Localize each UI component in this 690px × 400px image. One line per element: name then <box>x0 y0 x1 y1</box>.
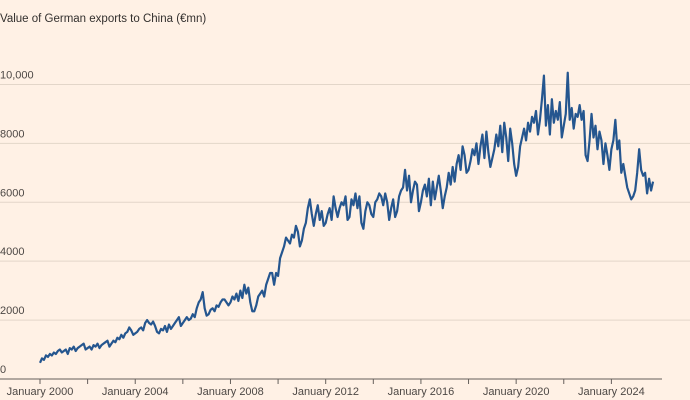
x-tick-label: January 2024 <box>578 386 645 398</box>
x-tick-label: January 2020 <box>483 386 550 398</box>
y-tick-label: 10,000 <box>0 69 34 81</box>
chart-title: Value of German exports to China (€mn) <box>0 13 206 25</box>
data-line <box>38 71 655 364</box>
y-tick-label: 6000 <box>0 187 24 199</box>
y-tick-label: 2000 <box>0 305 24 317</box>
x-tick-label: January 2012 <box>292 386 359 398</box>
x-tick-label: January 2016 <box>388 386 455 398</box>
y-tick-label: 4000 <box>0 246 24 258</box>
x-tick-label: January 2000 <box>7 386 74 398</box>
x-tick-label: January 2004 <box>102 386 169 398</box>
x-tick-label: January 2008 <box>197 386 264 398</box>
y-tick-label: 0 <box>0 364 6 376</box>
y-tick-label: 8000 <box>0 128 24 140</box>
